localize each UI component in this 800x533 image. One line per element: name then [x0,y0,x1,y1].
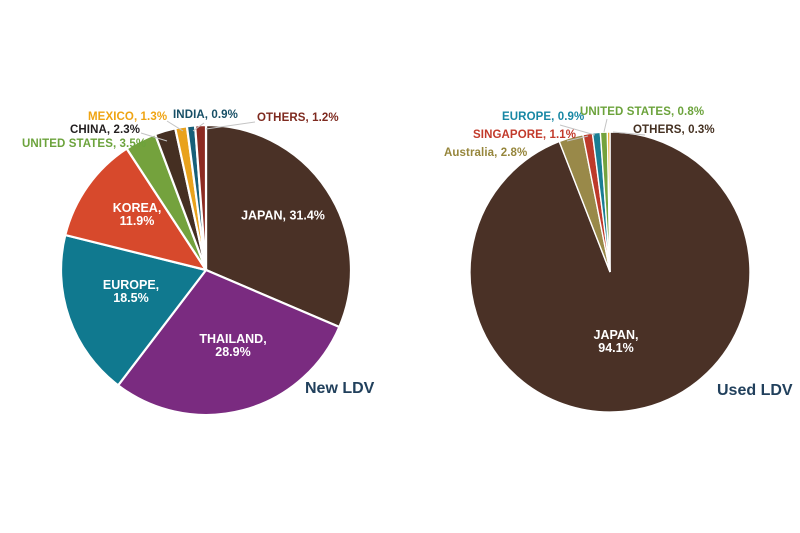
pie-slice-thailand [116,268,341,417]
label-china: CHINA, 2.3% [70,124,141,136]
label-india: INDIA, 0.9% [173,109,239,121]
label-singapore: SINGAPORE, 1.1% [473,129,577,141]
pie-chart-used-ldv [469,131,751,413]
label-others-used: OTHERS, 0.3% [633,124,715,136]
label-europe-used: EUROPE, 0.9% [502,111,585,123]
slice-label-thailand: THAILAND, 28.9% [199,331,267,359]
label-australia: Australia, 2.8% [444,147,528,159]
label-others-new: OTHERS, 1.2% [257,112,339,124]
chart-title-used-ldv: Used LDV [717,382,793,399]
label-united-states-new: UNITED STATES, 3.5% [22,138,147,150]
slice-label-japan-new: JAPAN, 31.4% [241,208,325,223]
pie-chart-new-ldv [59,123,353,417]
pie-slice-europe [59,233,208,387]
label-mexico: MEXICO, 1.3% [88,111,168,123]
slice-label-europe-new: EUROPE, 18.5% [102,277,160,305]
chart-title-new-ldv: New LDV [305,380,375,397]
slice-label-japan-used: JAPAN, 94.1% [593,327,639,355]
label-united-states-used: UNITED STATES, 0.8% [580,106,705,118]
slice-label-korea: KOREA, 11.9% [112,200,162,228]
pie-slice-korea [63,147,209,272]
